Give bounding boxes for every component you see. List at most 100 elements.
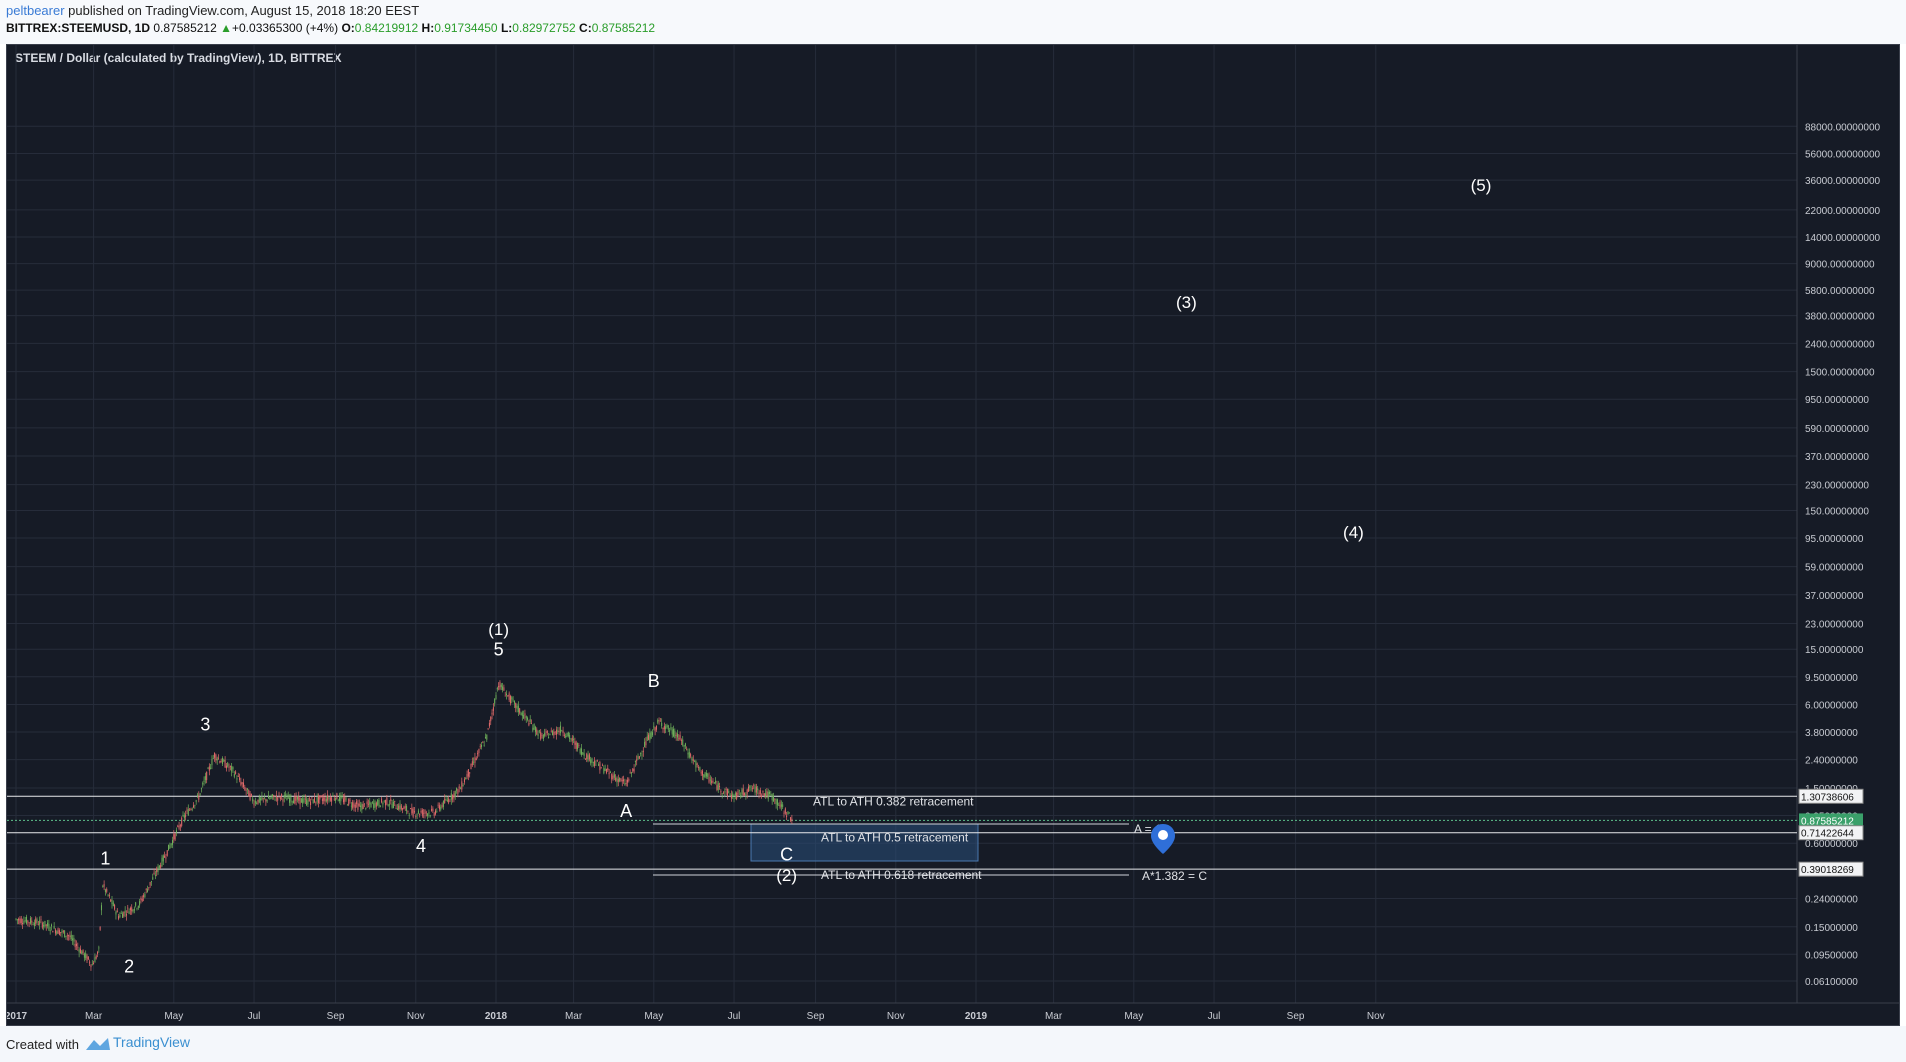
candle-body [684,743,686,747]
candle-body [286,797,288,801]
candle-body [625,783,627,784]
candle-body [65,935,67,937]
candle-body [780,804,782,807]
author-link[interactable]: peltbearer [6,3,65,18]
candle-body [89,961,91,964]
price-candles [15,680,793,971]
candle-body [538,730,540,732]
candle-body [43,924,45,927]
candle-body [91,964,93,966]
candle-body [266,800,268,802]
candle-body [328,797,330,799]
chart-panel[interactable]: STEEM / Dollar (calculated by TradingVie… [5,44,1900,1026]
candle-body [655,725,657,730]
price-chart[interactable]: STEEM / Dollar (calculated by TradingVie… [5,45,1899,1025]
candle-body [291,801,293,803]
candle-body [99,926,101,930]
candle-body [632,768,634,772]
target-zone-box[interactable] [750,823,979,862]
candle-body [690,754,692,757]
candle-body [707,773,709,777]
candle-body [282,798,284,802]
candle-body [630,772,632,774]
time-axis[interactable]: 2017 Mar May Jul Sep Nov 2018 Mar May Jul Sep Nov 20… [5,1011,1385,1022]
price-tick-label: 23.00000000 [1805,619,1864,630]
candle-body [35,918,37,924]
candle-body [650,731,652,739]
time-tick-label: 2018 [485,1011,508,1022]
candle-body [310,801,312,806]
candle-body [491,712,493,715]
candle-body [171,840,173,845]
candle-body [165,857,167,859]
candle-body [358,803,360,806]
candle-body [348,798,350,806]
candle-body [39,920,41,925]
candle-body [662,727,664,730]
candle-body [269,798,271,800]
candle-body [182,814,184,817]
price-tick-label: 95.00000000 [1805,534,1864,545]
candle-body [678,738,680,740]
tradingview-link[interactable]: TradingView [113,1034,191,1050]
candle-body [220,761,222,763]
candle-body [219,761,221,763]
candle-body [16,919,18,921]
location-pin-icon[interactable] [1151,824,1175,854]
candle-body [267,795,269,799]
candle-body [567,732,569,737]
price-tick-label: 230.00000000 [1805,481,1869,492]
candle-body [244,786,246,791]
price-axis[interactable]: 88000.00000000 56000.00000000 36000.000000… [1805,122,1881,988]
candle-body [449,800,451,802]
candle-body [686,749,688,751]
candle-body [525,716,527,719]
candle-body [596,760,598,762]
candle-body [733,798,735,800]
candle-body [206,771,208,781]
publish-header: peltbearer published on TradingView.com,… [0,0,1906,44]
candle-body [407,810,409,812]
candle-body [723,792,725,794]
candle-body [250,793,252,796]
candle-body [198,795,200,800]
candle-body [246,788,248,790]
candle-body [315,801,317,803]
candle-body [603,768,605,774]
candle-body [410,808,412,810]
candle-body [302,798,304,804]
candle-body [408,814,410,816]
candle-body [107,894,109,896]
candle-body [495,695,497,700]
candle-body [511,697,513,700]
candle-body [299,797,301,805]
candle-body [559,725,561,733]
candle-body [24,920,26,922]
candle-body [784,808,786,814]
candle-body [90,964,92,968]
candle-body [737,791,739,795]
candle-body [757,788,759,791]
candle-body [692,759,694,762]
candle-body [86,955,88,961]
candle-body [152,877,154,880]
candle-body [763,793,765,796]
last-price: 0.87585212 [153,21,217,35]
candle-body [609,771,611,773]
candle-body [147,889,149,893]
candle-body [127,907,129,909]
candle-body [688,752,690,758]
candle-body [550,730,552,732]
candle-body [98,947,100,949]
candle-body [81,951,83,955]
candle-body [545,731,547,733]
candle-body [557,730,559,733]
time-tick-label: Sep [807,1011,825,1022]
candle-body [608,772,610,775]
candle-body [544,732,546,736]
candle-body [335,797,337,801]
candle-body [669,730,671,732]
candle-body [345,798,347,800]
candle-body [653,726,655,728]
level-name-label: ATL to ATH 0.618 retracement [821,868,982,882]
